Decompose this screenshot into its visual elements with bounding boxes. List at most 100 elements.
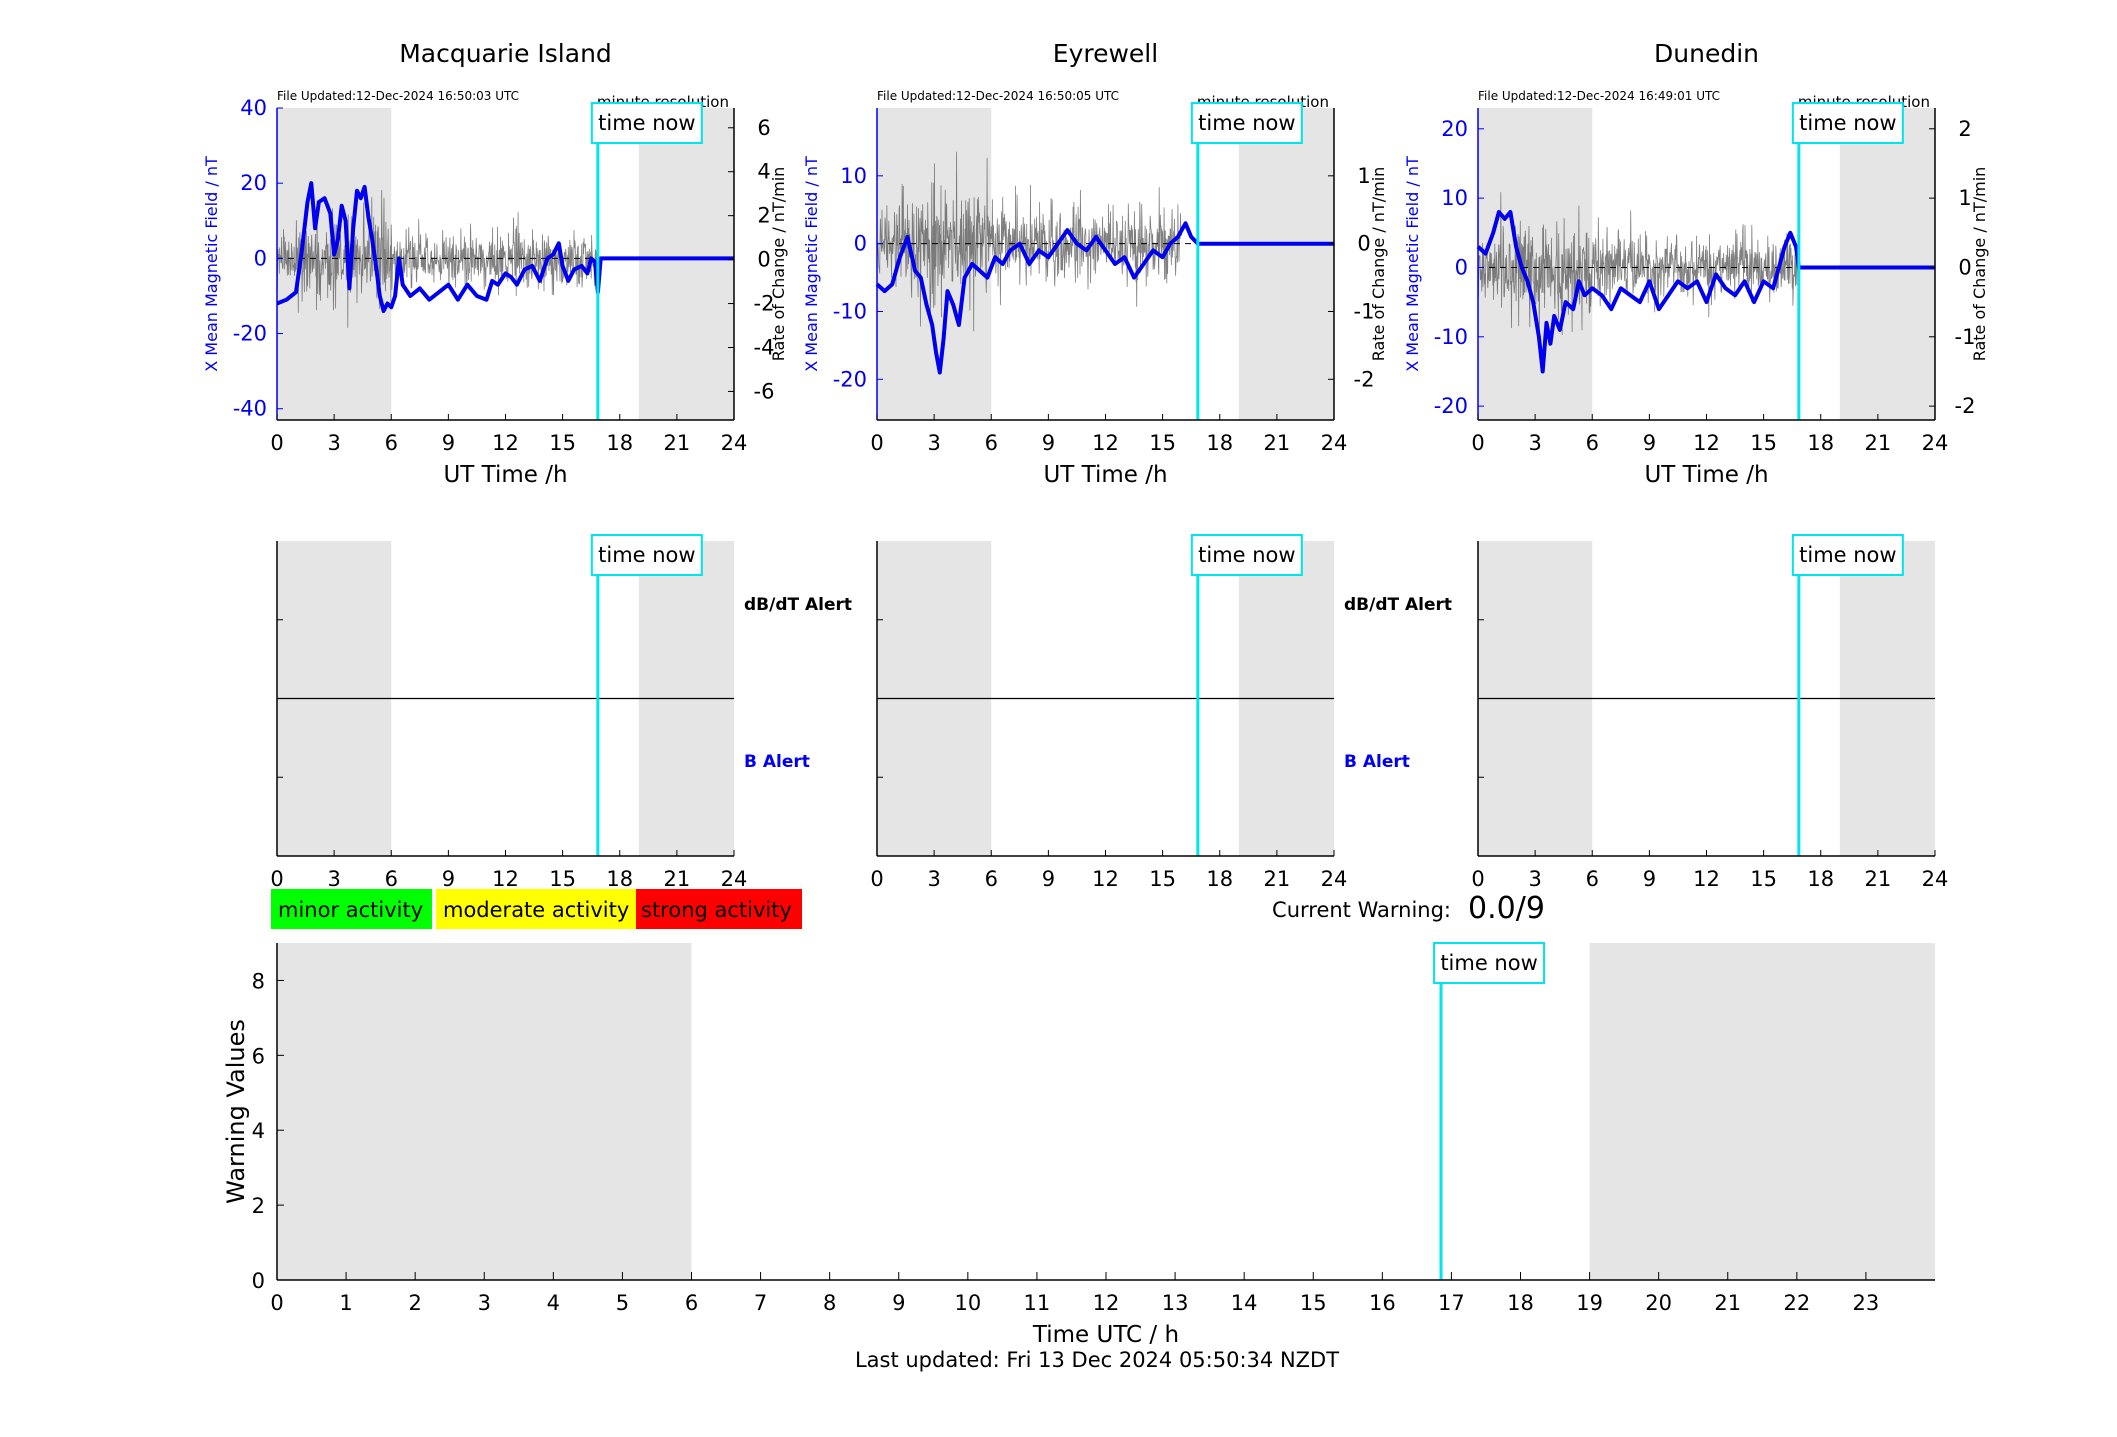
y-tick-label: 0 [254,246,267,270]
magnetic-field-line [276,181,734,313]
x-tick-label: 11 [1024,1291,1051,1315]
current-warning-value: 0.0/9 [1468,891,1545,926]
x-tick-label: 6 [385,867,398,891]
time-now-label: time now [1198,543,1295,567]
x-tick-label: 6 [985,867,998,891]
dbdt-alert-label: dB/dT Alert [1344,595,1452,615]
panel-eyrewell: Eyrewell File Updated:12-Dec-2024 16:50:0… [802,39,1388,488]
x-axis-label: UT Time /h [443,462,567,488]
time-now-label: time now [598,111,695,135]
time-now-box [590,102,703,144]
y2-axis-label: Rate of Change / nT/min [769,167,788,362]
x-tick-label: 21 [1714,1291,1741,1315]
x-tick-label: 14 [1231,1291,1258,1315]
time-now-box [1791,534,1904,576]
x-tick-label: 0 [270,1291,283,1315]
legend-moderate-label: moderate activity [443,898,629,922]
y2-tick-label: -4 [754,335,775,359]
y-tick-label: 8 [252,969,265,993]
x-tick-label: 18 [606,867,633,891]
y-tick-label: -10 [1434,325,1468,349]
time-now-box [1433,942,1546,984]
y2-tick-label: 2 [1958,117,1971,141]
x-tick-label: 24 [1922,867,1949,891]
y-tick-label: -20 [233,322,267,346]
x-tick-label: 12 [1092,431,1119,455]
x-tick-label: 2 [408,1291,421,1315]
y-tick-label: 20 [1441,117,1468,141]
y-tick-label: 0 [854,232,867,256]
x-tick-label: 0 [870,431,883,455]
rate-of-change-line [276,189,599,328]
x-tick-label: 6 [985,431,998,455]
x-tick-label: 3 [1528,431,1541,455]
b-alert-label: B Alert [1344,752,1410,772]
x-tick-label: 24 [1321,867,1348,891]
file-updated-text: File Updated:12-Dec-2024 16:49:01 UTC [1478,89,1720,103]
magnetic-field-line [875,221,1334,375]
x-tick-label: 15 [1750,867,1777,891]
legend-strong-swatch [636,889,802,929]
x-tick-label: 19 [1576,1291,1603,1315]
x-tick-label: 9 [1042,431,1055,455]
y-axis-label: X Mean Magnetic Field / nT [1403,156,1422,372]
y2-axis-label: Rate of Change / nT/min [1369,167,1388,362]
y-tick-label: 2 [252,1194,265,1218]
x-axis-label: UT Time /h [1043,462,1167,488]
dbdt-alert-label: dB/dT Alert [744,595,852,615]
x-tick-label: 22 [1783,1291,1810,1315]
x-tick-label: 6 [385,431,398,455]
y2-tick-label: -1 [1955,325,1976,349]
x-tick-label: 3 [927,431,940,455]
y-tick-label: -10 [833,299,867,323]
x-tick-label: 12 [492,867,519,891]
y-tick-label: 10 [840,164,867,188]
night-shade [277,943,692,1280]
y2-tick-label: -2 [754,292,775,316]
legend-moderate-swatch [436,889,636,929]
x-tick-label: 20 [1645,1291,1672,1315]
y-tick-label: 6 [252,1044,265,1068]
x-tick-label: 15 [1149,867,1176,891]
x-tick-label: 0 [1471,431,1484,455]
x-tick-label: 15 [1300,1291,1327,1315]
y2-tick-label: -2 [1955,394,1976,418]
y-axis-label: X Mean Magnetic Field / nT [202,156,221,372]
x-tick-label: 24 [1321,431,1348,455]
y2-tick-label: 0 [1357,232,1370,256]
alert-panel-macquarie-island: time now 0 3 6 9 12 15 18 21 24 dB/dT Alert B Alert [270,534,852,891]
x-tick-label: 21 [664,431,691,455]
panel-dunedin: Dunedin File Updated:12-Dec-2024 16:49:01… [1403,39,1989,488]
x-tick-label: 21 [1865,431,1892,455]
time-now-label: time now [1198,111,1295,135]
x-tick-label: 13 [1162,1291,1189,1315]
x-tick-label: 18 [1206,867,1233,891]
x-tick-label: 16 [1369,1291,1396,1315]
y-tick-label: -40 [233,397,267,421]
y-tick-label: -20 [1434,394,1468,418]
x-tick-label: 21 [1865,867,1892,891]
x-tick-label: 15 [549,867,576,891]
x-tick-label: 3 [327,867,340,891]
y2-tick-label: 2 [757,204,770,228]
y-axis-label: X Mean Magnetic Field / nT [802,156,821,372]
y2-axis-label: Rate of Change / nT/min [1970,167,1989,362]
x-tick-label: 18 [1807,431,1834,455]
x-tick-label: 24 [1922,431,1949,455]
legend-minor-label: minor activity [278,898,423,922]
x-tick-label: 6 [685,1291,698,1315]
x-tick-label: 15 [549,431,576,455]
time-now-box [1190,102,1303,144]
time-now-box [590,534,703,576]
y-tick-label: 40 [240,96,267,120]
x-tick-label: 18 [606,431,633,455]
x-tick-label: 5 [616,1291,629,1315]
x-tick-label: 9 [892,1291,905,1315]
station-title: Dunedin [1654,39,1759,68]
y2-tick-label: -1 [1354,299,1375,323]
y-tick-label: 4 [252,1119,265,1143]
x-tick-label: 18 [1206,431,1233,455]
x-tick-label: 15 [1750,431,1777,455]
panel-macquarie-island: Macquarie Island File Updated:12-Dec-2024… [202,39,788,488]
